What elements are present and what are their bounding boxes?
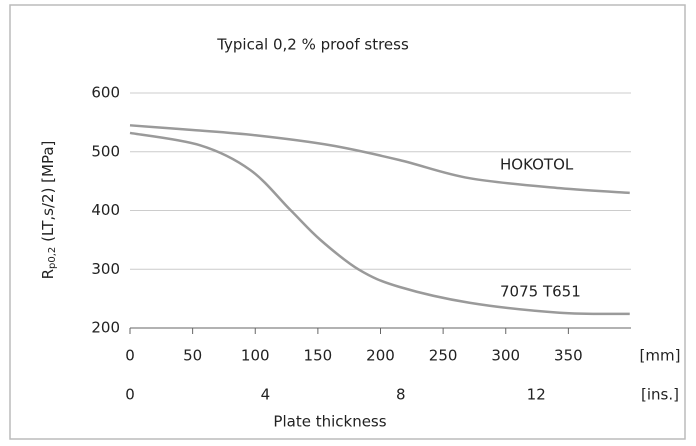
- chart-title: Typical 0,2 % proof stress: [216, 36, 409, 54]
- x-tick-label: 200: [366, 347, 395, 365]
- series-line: [129, 124, 630, 195]
- x2-tick-label: 0: [125, 386, 135, 404]
- x-tick-label: 250: [429, 347, 458, 365]
- x2-tick-label: 8: [396, 386, 406, 404]
- x2-tick-label: 4: [261, 386, 271, 404]
- y-axis-label: Rp0,2 (LT,s/2) [MPa]: [39, 141, 59, 280]
- series-label: 7075 T651: [500, 283, 581, 301]
- series-line: [129, 131, 630, 316]
- x-tick-label: 150: [304, 347, 333, 365]
- x-axis-label: Plate thickness: [273, 413, 386, 431]
- x-unit: [mm]: [640, 347, 681, 365]
- x-tick-label: 0: [125, 347, 135, 365]
- y-label-sub: p0,2: [47, 247, 58, 269]
- x2-unit: [ins.]: [641, 386, 679, 404]
- y-tick-label: 500: [91, 142, 120, 160]
- x2-tick-label: 12: [527, 386, 546, 404]
- x-tick-label: 50: [183, 347, 202, 365]
- x-tick-label: 100: [241, 347, 270, 365]
- frame: [9, 4, 686, 440]
- y-tick-label: 300: [91, 260, 120, 278]
- y-label-main: R: [39, 269, 57, 279]
- x-tick-label: 300: [491, 347, 520, 365]
- x-tick-label: 350: [554, 347, 583, 365]
- series-label: HOKOTOL: [500, 156, 574, 174]
- y-tick-label: 200: [91, 319, 120, 337]
- y-tick-label: 400: [91, 201, 120, 219]
- y-label-rest: (LT,s/2) [MPa]: [39, 141, 57, 247]
- y-tick-label: 600: [91, 84, 120, 102]
